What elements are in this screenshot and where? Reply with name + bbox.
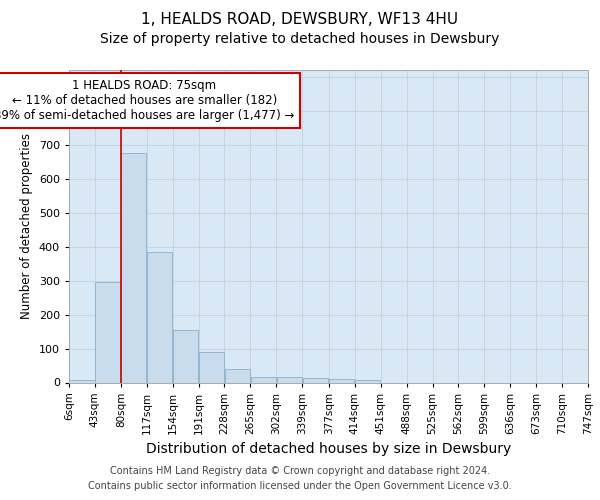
Bar bbox=[147, 252, 172, 382]
Bar bbox=[121, 153, 146, 382]
Bar bbox=[199, 352, 224, 382]
Y-axis label: Number of detached properties: Number of detached properties bbox=[20, 133, 33, 320]
Text: 1, HEALDS ROAD, DEWSBURY, WF13 4HU: 1, HEALDS ROAD, DEWSBURY, WF13 4HU bbox=[142, 12, 458, 28]
Bar bbox=[173, 330, 198, 382]
Bar bbox=[355, 380, 380, 382]
Bar bbox=[251, 378, 276, 382]
Text: 1 HEALDS ROAD: 75sqm
← 11% of detached houses are smaller (182)
89% of semi-deta: 1 HEALDS ROAD: 75sqm ← 11% of detached h… bbox=[0, 80, 295, 122]
Bar bbox=[302, 378, 328, 382]
Bar bbox=[69, 380, 95, 382]
Bar bbox=[329, 379, 355, 382]
Text: Contains HM Land Registry data © Crown copyright and database right 2024.: Contains HM Land Registry data © Crown c… bbox=[110, 466, 490, 476]
Bar bbox=[225, 369, 250, 382]
Text: Contains public sector information licensed under the Open Government Licence v3: Contains public sector information licen… bbox=[88, 481, 512, 491]
Text: Size of property relative to detached houses in Dewsbury: Size of property relative to detached ho… bbox=[100, 32, 500, 46]
Bar bbox=[277, 378, 302, 382]
Bar bbox=[95, 282, 121, 382]
X-axis label: Distribution of detached houses by size in Dewsbury: Distribution of detached houses by size … bbox=[146, 442, 511, 456]
